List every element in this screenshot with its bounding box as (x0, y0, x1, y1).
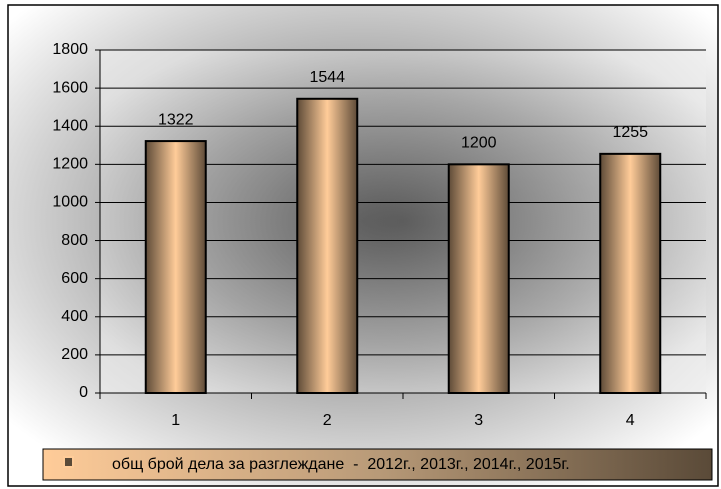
bar (296, 97, 359, 394)
y-tick-label: 1400 (52, 117, 88, 134)
data-label: 1544 (309, 69, 345, 86)
x-tick-label: 3 (474, 412, 483, 429)
x-tick-label: 2 (323, 412, 332, 429)
y-tick-label: 200 (61, 346, 88, 363)
y-tick-label: 400 (61, 308, 88, 325)
y-tick-label: 600 (61, 270, 88, 287)
y-tick-label: 1800 (52, 41, 88, 58)
data-label: 1255 (612, 124, 648, 141)
legend-marker (63, 456, 74, 468)
x-tick-label: 1 (171, 412, 180, 429)
bar (144, 140, 207, 394)
legend-box (42, 448, 713, 481)
y-tick-label: 800 (61, 232, 88, 249)
bar (599, 152, 662, 394)
bar (447, 163, 510, 394)
data-label: 1322 (158, 111, 194, 128)
y-tick-label: 1200 (52, 156, 88, 173)
data-label: 1200 (461, 135, 497, 152)
x-tick-label: 4 (626, 412, 635, 429)
marks: 0 200 400 600 800 1000 1200 1400 1600 1800 1 1322 2 1… (52, 41, 707, 429)
y-tick-label: 1000 (52, 194, 88, 211)
y-tick-label: 0 (79, 384, 88, 401)
y-tick-label: 1600 (52, 79, 88, 96)
legend-label: общ брой дела за разглеждане - 2012г., 2… (112, 456, 570, 473)
